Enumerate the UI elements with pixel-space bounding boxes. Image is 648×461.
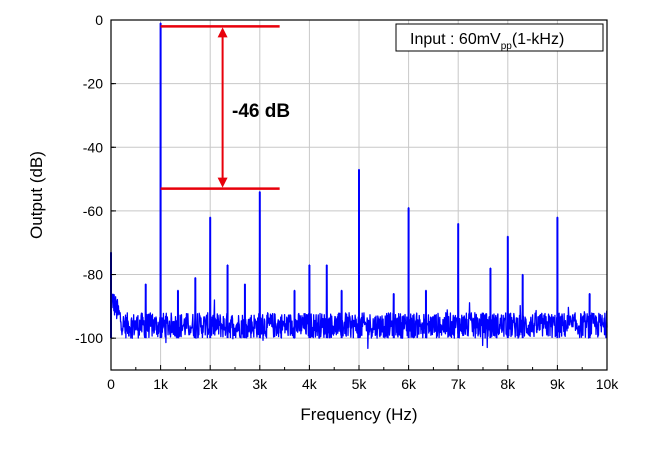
legend-suffix: (1-kHz) (512, 31, 564, 48)
x-tick-label: 5k (352, 376, 368, 392)
x-tick-label: 8k (500, 376, 516, 392)
y-tick-label: -20 (83, 76, 103, 92)
y-tick-label: -80 (83, 267, 103, 283)
annotation-arrowhead-up (217, 27, 228, 38)
legend-subscript: pp (501, 41, 513, 52)
legend-box: Input : 60mVpp(1-kHz) (395, 23, 604, 52)
y-axis-title: Output (dB) (27, 151, 46, 239)
x-tick-label: 2k (203, 376, 219, 392)
annotation-arrowhead-down (217, 177, 228, 188)
y-tick-label: -40 (83, 139, 103, 155)
x-tick-label: 4k (302, 376, 318, 392)
x-axis-title: Frequency (Hz) (300, 405, 417, 424)
x-tick-label: 10k (596, 376, 620, 392)
annotation-group (160, 25, 280, 190)
y-tick-label: 0 (95, 12, 103, 28)
x-tick-label: 3k (252, 376, 268, 392)
legend-frame (395, 23, 604, 52)
y-tick-label: -100 (75, 330, 103, 346)
x-tick-label: 0 (107, 376, 115, 392)
x-tick-label: 6k (401, 376, 417, 392)
legend-prefix: Input : 60mV (410, 31, 501, 48)
y-tick-label: -60 (83, 203, 103, 219)
x-tick-label: 1k (153, 376, 169, 392)
annotation-text: -46 dB (232, 101, 290, 122)
axis-ticks: 0 1k 2k 3k 4k 5k 6k 7k 8k 9k 10k 0 -20 -40 -60 -80 -100 (75, 12, 619, 392)
legend-text: Input : 60mVpp(1-kHz) (410, 31, 564, 52)
x-tick-label: 7k (451, 376, 467, 392)
x-tick-label: 9k (550, 376, 566, 392)
